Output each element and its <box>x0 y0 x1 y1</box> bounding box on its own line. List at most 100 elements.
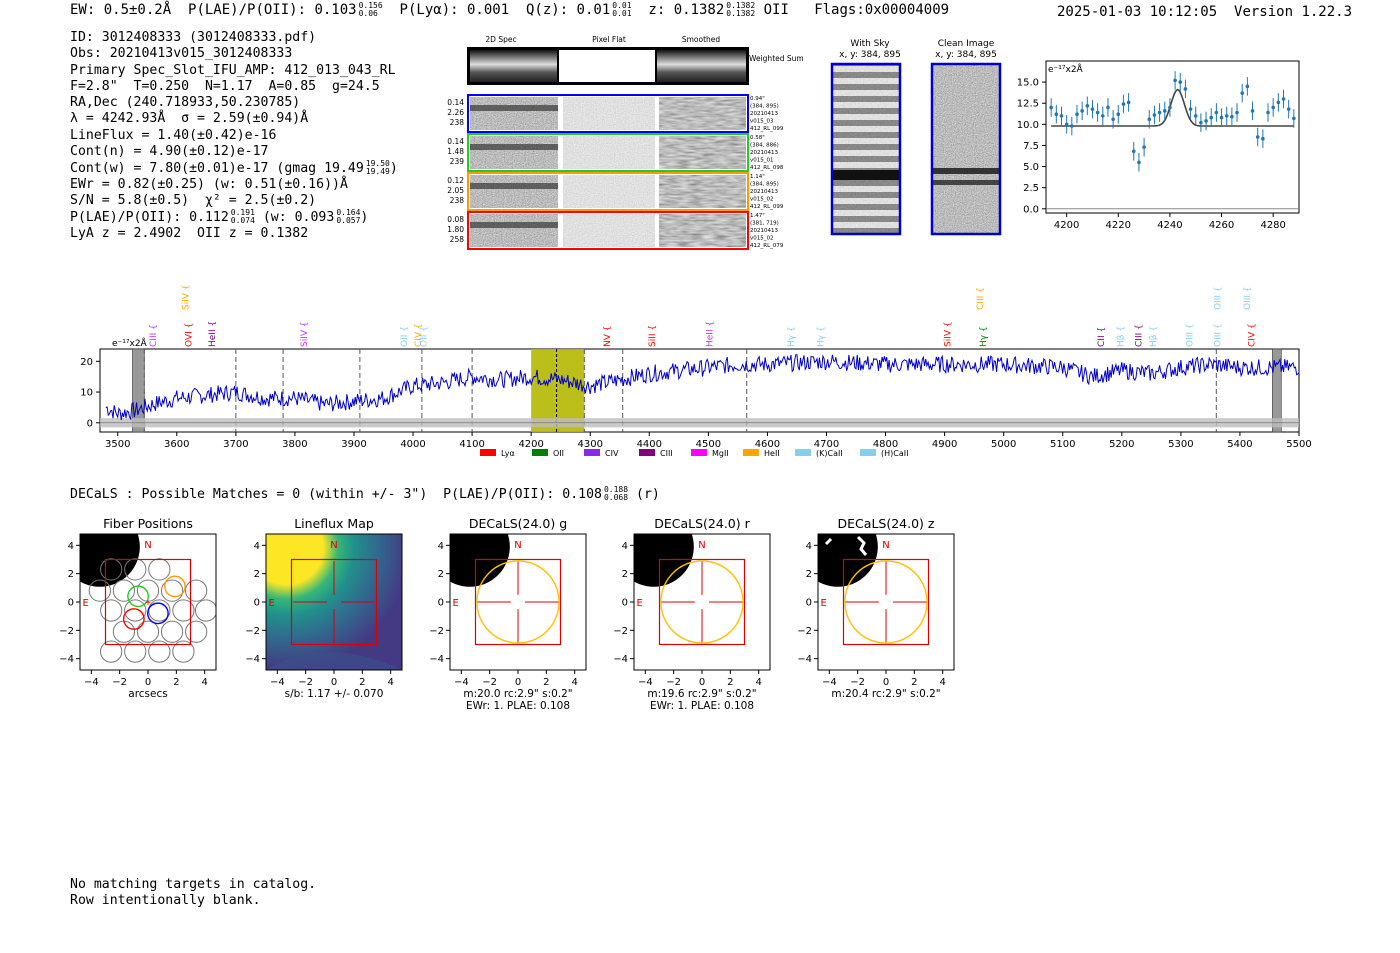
panel-4-xtick-0: −4 <box>822 677 837 688</box>
header-ew: EW: 0.5±0.2Å <box>70 2 172 18</box>
spectrum-xtick-18: 5300 <box>1168 439 1193 450</box>
panel-0-xtick-3: 2 <box>173 677 179 688</box>
fiber-3 <box>88 579 111 602</box>
col-label-pixelflat: Pixel Flat <box>592 35 626 44</box>
panel-3-box <box>658 558 746 646</box>
panel-4-east: E <box>821 598 827 609</box>
spectrum-ytick-1: 10 <box>80 388 93 399</box>
panel-3-xtick-0: −4 <box>638 677 653 688</box>
spectrum-xtick-9: 4400 <box>637 439 662 450</box>
panel-2-ytick-4: −4 <box>429 654 444 665</box>
fiber-20 <box>172 640 195 663</box>
panel-1-ytick-4: −4 <box>245 654 260 665</box>
header-z-lo: 0.1382 <box>726 9 756 18</box>
zoom-ytick-5: 12.5 <box>1017 99 1039 110</box>
zoom-point-12 <box>1111 117 1115 122</box>
panel-3-xtick-2: 0 <box>699 677 705 688</box>
cutout-row-2-val-2: 238 <box>450 196 465 205</box>
panel-4-ytick-2: 0 <box>806 598 812 609</box>
zoom-point-31 <box>1209 115 1214 120</box>
cutout-row-3-meta-4: 412_RL_079 <box>750 243 784 249</box>
weighted-sum-flat <box>559 50 655 82</box>
panel-1-ytick-1: 2 <box>254 569 260 580</box>
legend-label-5: HeII <box>764 449 780 458</box>
zoom-point-25 <box>1178 80 1183 84</box>
spectrum-line-label-2: OVI { <box>185 323 195 347</box>
cutout-row-3-meta-1: (381, 719) <box>750 221 779 227</box>
spectrum-xtick-6: 4100 <box>459 439 484 450</box>
cutout-row-1-2d <box>470 136 558 169</box>
zoom-point-10 <box>1100 114 1105 118</box>
zoom-point-6 <box>1080 109 1084 113</box>
clean-xy: x, y: 384, 895 <box>935 50 997 60</box>
cutout-row-3-meta-2: 20210413 <box>750 228 778 234</box>
zoom-ytick-1: 2.5 <box>1023 183 1039 194</box>
info-contw: Cont(w) = 7.80(±0.01)e-17 (gmag 19.49 <box>70 161 364 177</box>
cutout-row-3-meta-0: 1.47" <box>750 213 765 219</box>
zoom-point-18 <box>1142 145 1146 149</box>
spectrum-xtick-11: 4600 <box>755 439 780 450</box>
footer-notes: No matching targets in catalog. Row inte… <box>70 877 316 909</box>
cutout-row-2-val-0: 0.12 <box>447 176 464 185</box>
legend-swatch-2 <box>584 449 600 456</box>
panel-2-box <box>474 558 562 646</box>
legend-label-0: Lyα <box>501 449 515 458</box>
spectrum-line-label-4: SiIV { <box>300 321 310 347</box>
fiber-7 <box>185 579 208 602</box>
zoom-point-28 <box>1193 114 1198 118</box>
cutout-row-0-meta-2: 20210413 <box>750 111 778 117</box>
panel-2-title: DECaLS(24.0) g <box>469 516 567 531</box>
zoom-point-8 <box>1090 107 1095 111</box>
cutout-row-0-meta-4: 412_RL_099 <box>750 126 784 132</box>
zoom-point-22 <box>1162 109 1167 113</box>
spectrum-line-label-19: Hβ { <box>1149 326 1159 347</box>
panel-4-xtick-1: −2 <box>850 677 865 688</box>
cutout-row-2-flat <box>563 175 655 208</box>
cutout-row-0-val-2: 238 <box>450 118 465 127</box>
zoom-point-21 <box>1157 110 1162 115</box>
panel-0-north: N <box>144 540 151 551</box>
panel-2-north: N <box>514 540 521 551</box>
legend-label-2: CIV <box>605 449 619 458</box>
panel-1-xtick-1: −2 <box>298 677 313 688</box>
decals-title: DECaLS : Possible Matches = 0 (within +/… <box>70 485 660 503</box>
zoom-xtick-4: 4280 <box>1260 220 1285 231</box>
panel-3-xtick-1: −2 <box>666 677 681 688</box>
panel-0-box <box>104 558 192 646</box>
panel-0-title: Fiber Positions <box>103 516 193 531</box>
spectrum-line-label-9: SiII { <box>648 325 658 347</box>
panel-4-xtick-4: 4 <box>939 677 945 688</box>
info-lineflux: LineFlux = 1.40(±0.42)e-16 <box>70 127 277 143</box>
decals-band: (r) <box>636 487 660 502</box>
info-plae-w-lo: 0.057 <box>336 216 361 226</box>
spectrum-line-label-16: CII { <box>1097 327 1107 347</box>
panel-4-title: DECaLS(24.0) z <box>838 516 935 531</box>
zoom-point-41 <box>1261 136 1265 141</box>
zoom-point-16 <box>1131 149 1136 154</box>
panel-0-image: + <box>80 534 216 670</box>
panel-2-ytick-0: 4 <box>438 541 444 552</box>
panel-1-xtick-0: −4 <box>270 677 285 688</box>
spectrum-line-label-24: CIV { <box>1248 323 1258 347</box>
cutout-row-0-meta-3: v015_03 <box>750 119 774 125</box>
spectrum-xtick-3: 3800 <box>282 439 307 450</box>
zoom-point-27 <box>1188 107 1193 111</box>
zoom-point-29 <box>1199 120 1203 125</box>
info-contn: Cont(n) = 4.90(±0.12)e-17 <box>70 144 269 160</box>
fiber-11 <box>172 599 195 622</box>
spectrum-xtick-14: 4900 <box>932 439 957 450</box>
spectrum-xtick-17: 5200 <box>1109 439 1134 450</box>
fiber-5 <box>136 579 160 602</box>
spectrum-line-label-14: CIII { <box>976 287 986 310</box>
cutout-row-1-flat <box>563 136 655 169</box>
header-version: Version 1.22.3 <box>1234 4 1353 20</box>
fiber-4 <box>112 579 136 602</box>
panel-3-ytick-3: −2 <box>613 626 628 637</box>
spectrum-masked-1 <box>1272 348 1282 433</box>
panel-0-east: E <box>83 598 89 609</box>
legend-label-3: CIII <box>660 449 673 458</box>
header-timestamp: 2025-01-03 10:12:05 <box>1057 4 1218 20</box>
legend-label-1: OII <box>553 449 564 458</box>
zoom-point-14 <box>1121 102 1126 106</box>
info-radec: RA,Dec (240.718933,50.230785) <box>70 95 301 111</box>
